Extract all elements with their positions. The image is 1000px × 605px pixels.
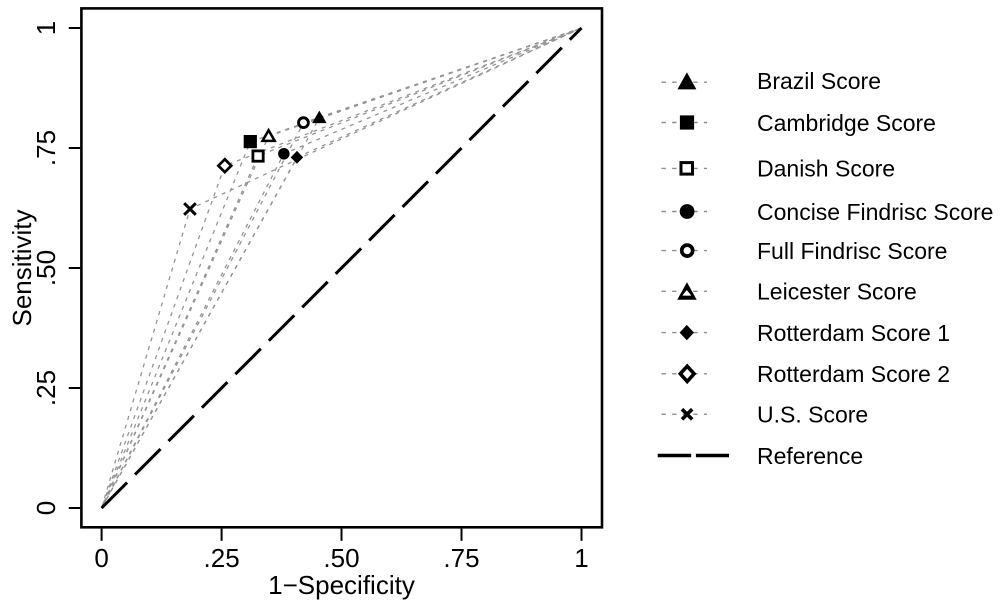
- svg-text:.50: .50: [323, 543, 359, 573]
- svg-text:Danish Score: Danish Score: [757, 156, 895, 182]
- svg-text:Rotterdam Score 2: Rotterdam Score 2: [757, 361, 950, 387]
- svg-text:1: 1: [31, 21, 61, 35]
- svg-text:.75: .75: [31, 130, 61, 166]
- svg-text:.25: .25: [31, 370, 61, 406]
- svg-text:0: 0: [94, 543, 108, 573]
- svg-text:Leicester Score: Leicester Score: [757, 279, 917, 305]
- svg-text:.75: .75: [443, 543, 479, 573]
- svg-text:Sensitivity: Sensitivity: [7, 209, 37, 326]
- svg-text:1: 1: [574, 543, 588, 573]
- svg-text:1−Specificity: 1−Specificity: [268, 570, 415, 600]
- svg-text:Full Findrisc Score: Full Findrisc Score: [757, 238, 947, 264]
- svg-text:U.S. Score: U.S. Score: [757, 402, 868, 428]
- svg-text:Concise Findrisc Score: Concise Findrisc Score: [757, 199, 993, 225]
- svg-text:Rotterdam Score 1: Rotterdam Score 1: [757, 320, 950, 346]
- svg-text:0: 0: [31, 501, 61, 515]
- svg-text:.25: .25: [204, 543, 240, 573]
- svg-text:Reference: Reference: [757, 443, 863, 469]
- svg-text:Brazil Score: Brazil Score: [757, 68, 881, 94]
- svg-text:.50: .50: [31, 250, 61, 286]
- svg-text:Cambridge Score: Cambridge Score: [757, 110, 936, 136]
